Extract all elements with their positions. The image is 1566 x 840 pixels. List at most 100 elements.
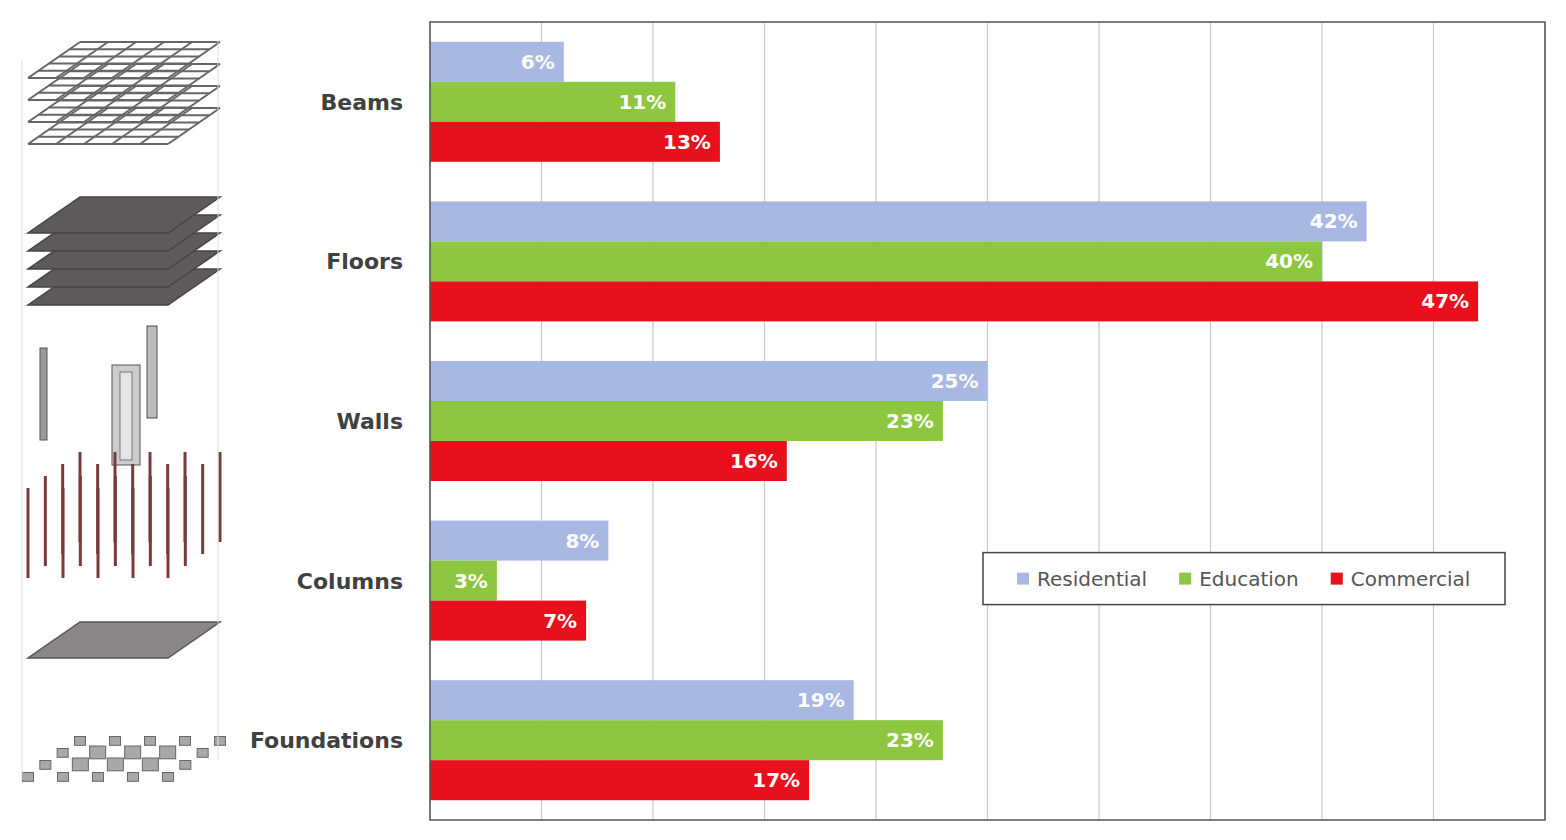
beam-line bbox=[59, 55, 199, 57]
legend-swatch bbox=[1331, 573, 1343, 585]
column bbox=[114, 452, 117, 542]
beam-line bbox=[59, 99, 199, 101]
beam-line bbox=[140, 42, 192, 78]
legend-label: Commercial bbox=[1351, 567, 1471, 591]
beam-line bbox=[84, 64, 136, 100]
grid-line bbox=[1433, 22, 1434, 820]
beam-line bbox=[80, 63, 220, 65]
beam-line bbox=[80, 107, 220, 109]
bar bbox=[430, 720, 943, 760]
grid bbox=[430, 22, 1545, 820]
legend-swatch bbox=[1017, 573, 1029, 585]
category-label: Beams bbox=[320, 90, 403, 115]
legend: Residential Education Commercial bbox=[983, 553, 1505, 605]
footing bbox=[142, 758, 158, 771]
beams-drawing bbox=[28, 42, 220, 144]
legend-box bbox=[983, 553, 1505, 605]
illustration bbox=[22, 40, 226, 781]
beam-line bbox=[38, 136, 178, 138]
data-label: 7% bbox=[543, 609, 577, 633]
beam-line bbox=[70, 114, 210, 116]
column bbox=[96, 464, 99, 554]
data-labels: 6%42%25%8%19%11%40%23%3%23%13%47%16%7%17… bbox=[454, 50, 1469, 792]
beam-line bbox=[112, 64, 164, 100]
category-label: Columns bbox=[297, 569, 403, 594]
beam-line bbox=[112, 86, 164, 122]
category-label: Walls bbox=[336, 409, 403, 434]
beam-line bbox=[59, 121, 199, 123]
data-label: 17% bbox=[752, 768, 800, 792]
bar bbox=[430, 241, 1322, 281]
bar bbox=[430, 680, 854, 720]
category-labels: Beams Floors Walls Columns Foundations bbox=[250, 90, 403, 753]
column bbox=[27, 488, 30, 578]
footing bbox=[160, 746, 176, 759]
beam-line bbox=[112, 108, 164, 144]
plot-frame bbox=[430, 22, 1545, 820]
core-wall bbox=[112, 365, 140, 465]
beam-line bbox=[28, 143, 168, 145]
column bbox=[79, 452, 82, 542]
beam-line bbox=[168, 108, 220, 144]
data-label: 16% bbox=[730, 449, 778, 473]
column bbox=[166, 464, 169, 554]
footing bbox=[125, 746, 141, 759]
footing bbox=[90, 746, 106, 759]
legend-swatch bbox=[1179, 573, 1191, 585]
footing bbox=[110, 737, 121, 746]
wall bbox=[40, 348, 47, 440]
data-label: 47% bbox=[1421, 289, 1469, 313]
beam-line bbox=[49, 129, 189, 131]
beam-line bbox=[168, 42, 220, 78]
bar bbox=[430, 361, 988, 401]
data-label: 11% bbox=[618, 90, 666, 114]
floor-slab bbox=[28, 197, 220, 233]
data-label: 6% bbox=[521, 50, 555, 74]
footing bbox=[72, 758, 88, 771]
grid-line bbox=[987, 22, 988, 820]
bar bbox=[430, 201, 1367, 241]
foundations-drawing bbox=[23, 737, 226, 782]
beam-line bbox=[56, 64, 108, 100]
columns-drawing bbox=[28, 452, 220, 578]
footing bbox=[23, 773, 34, 782]
footing bbox=[180, 737, 191, 746]
column bbox=[184, 452, 187, 542]
bar bbox=[430, 42, 564, 82]
bar bbox=[430, 122, 720, 162]
beam-line bbox=[112, 42, 164, 78]
footing bbox=[197, 749, 208, 758]
beam-line bbox=[84, 108, 136, 144]
beam-line bbox=[28, 64, 80, 100]
walls-drawing bbox=[40, 326, 157, 465]
wall bbox=[147, 326, 157, 418]
category-label: Foundations bbox=[250, 728, 403, 753]
beam-line bbox=[56, 42, 108, 78]
core-wall bbox=[120, 372, 132, 460]
beam-line bbox=[28, 108, 80, 144]
category-label: Floors bbox=[326, 249, 403, 274]
data-label: 23% bbox=[886, 728, 934, 752]
bar bbox=[430, 281, 1478, 321]
legend-label: Education bbox=[1199, 567, 1299, 591]
footing bbox=[215, 737, 226, 746]
legend-label: Residential bbox=[1037, 567, 1147, 591]
beam-line bbox=[59, 77, 199, 79]
data-label: 42% bbox=[1310, 209, 1358, 233]
beam-line bbox=[140, 64, 192, 100]
beam-line bbox=[28, 42, 80, 78]
grid-line bbox=[1321, 22, 1322, 820]
beam-line bbox=[84, 86, 136, 122]
floors-drawing bbox=[28, 197, 220, 305]
footing bbox=[180, 761, 191, 770]
bar bbox=[430, 521, 608, 561]
grid-line bbox=[1210, 22, 1211, 820]
grid-line bbox=[1098, 22, 1099, 820]
beam-line bbox=[168, 64, 220, 100]
bar bbox=[430, 82, 675, 122]
data-label: 25% bbox=[931, 369, 979, 393]
beam-line bbox=[70, 92, 210, 94]
bar bbox=[430, 760, 809, 800]
beam-line bbox=[28, 86, 80, 122]
column bbox=[44, 476, 47, 566]
